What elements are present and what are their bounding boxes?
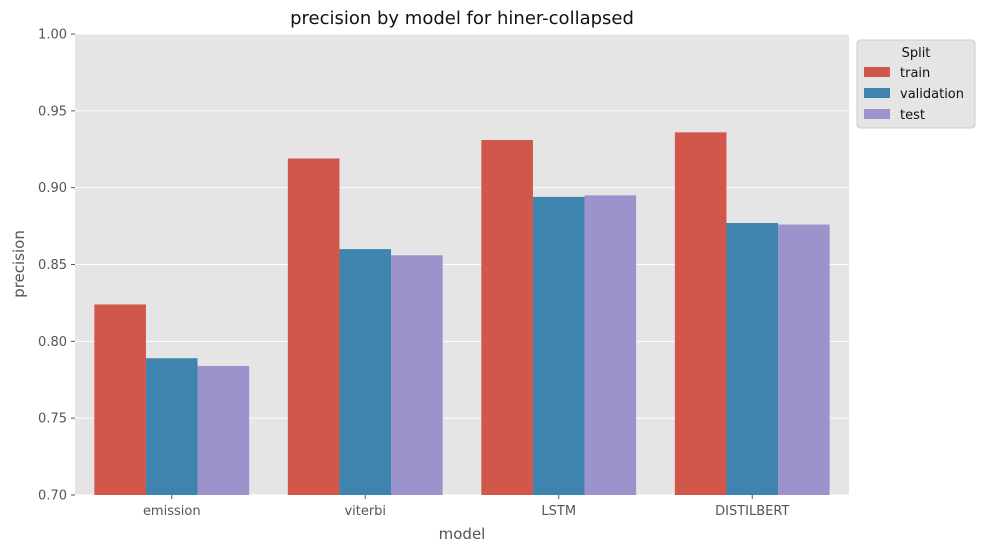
- legend-swatch-train: [864, 67, 890, 77]
- legend-items: train validation test: [864, 66, 964, 123]
- y-tick-label: 0.80: [38, 335, 67, 350]
- bar-test-LSTM: [584, 195, 637, 495]
- legend-label-test: test: [900, 108, 925, 123]
- x-tick-label: viterbi: [344, 504, 386, 519]
- x-axis: emission viterbi LSTM DISTILBERT: [143, 495, 789, 519]
- legend-box: [856, 39, 976, 129]
- legend-label-train: train: [900, 66, 930, 81]
- y-axis: 0.70 0.75 0.80 0.85 0.90 0.95 1.00: [38, 28, 75, 504]
- bar-test-emission: [197, 365, 250, 495]
- bar-train-viterbi: [287, 158, 340, 495]
- bars: [94, 132, 830, 496]
- x-tick-label: emission: [143, 504, 201, 519]
- bar-train-LSTM: [481, 140, 533, 495]
- y-tick-label: 0.70: [38, 489, 67, 504]
- y-tick-label: 0.95: [38, 104, 67, 119]
- bar-validation-emission: [145, 358, 198, 495]
- bar-train-emission: [94, 304, 146, 495]
- legend-title: Split: [902, 46, 931, 61]
- y-tick-label: 0.85: [38, 258, 67, 273]
- chart-title: precision by model for hiner-collapsed: [290, 8, 634, 29]
- bar-validation-viterbi: [339, 249, 392, 495]
- y-axis-label: precision: [10, 230, 28, 298]
- y-tick-label: 0.75: [38, 412, 67, 427]
- legend-swatch-test: [864, 109, 890, 119]
- bar-train-DISTILBERT: [674, 132, 727, 495]
- bar-validation-LSTM: [532, 196, 585, 496]
- y-tick-label: 0.90: [38, 181, 67, 196]
- legend-swatch-validation: [864, 88, 890, 98]
- bar-validation-DISTILBERT: [726, 223, 779, 495]
- y-tick-label: 1.00: [38, 28, 67, 43]
- legend-label-validation: validation: [900, 87, 964, 102]
- legend: Split train validation test: [856, 39, 976, 129]
- x-tick-label: DISTILBERT: [715, 504, 789, 519]
- x-tick-label: LSTM: [541, 504, 576, 519]
- x-axis-label: model: [439, 525, 486, 543]
- bar-test-DISTILBERT: [778, 224, 830, 495]
- bar-test-viterbi: [391, 255, 443, 495]
